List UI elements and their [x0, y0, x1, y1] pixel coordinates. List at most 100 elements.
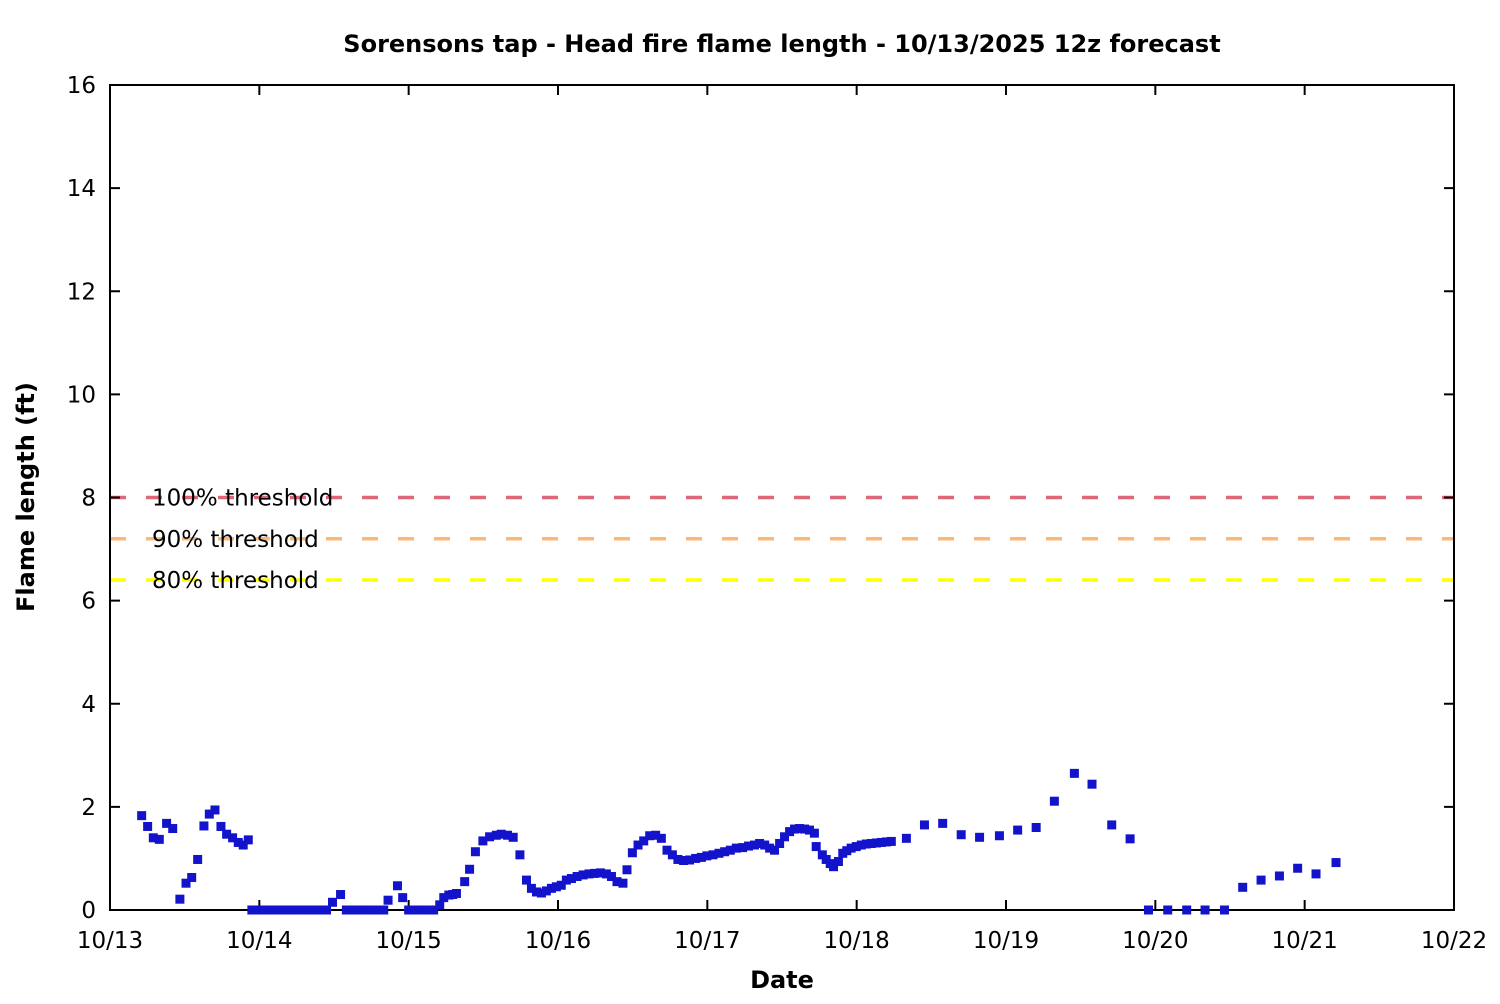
data-point: [478, 836, 488, 846]
data-point: [168, 824, 178, 834]
x-tick-label: 10/14: [226, 928, 292, 954]
data-point: [750, 840, 760, 850]
data-point: [720, 847, 730, 857]
data-point: [994, 831, 1004, 841]
data-point: [354, 905, 364, 915]
data-point: [725, 845, 735, 855]
data-point: [691, 853, 701, 863]
y-tick-label: 10: [67, 382, 96, 408]
data-point: [404, 905, 414, 915]
data-point: [137, 811, 147, 821]
data-point: [297, 905, 307, 915]
data-point: [673, 854, 683, 864]
data-point: [383, 895, 393, 905]
data-point: [790, 824, 800, 834]
data-point: [901, 833, 911, 843]
data-point: [508, 832, 518, 842]
data-point: [392, 881, 402, 891]
y-tick-label: 8: [81, 486, 96, 512]
data-point: [336, 890, 346, 900]
data-point: [1274, 871, 1284, 881]
data-point: [1331, 858, 1341, 868]
data-point: [744, 841, 754, 851]
data-point: [590, 868, 600, 878]
data-point: [216, 821, 226, 831]
data-point: [561, 875, 571, 885]
data-point: [503, 830, 513, 840]
data-point: [309, 905, 319, 915]
data-point: [601, 869, 611, 879]
data-point: [148, 833, 158, 843]
data-point: [233, 837, 243, 847]
data-point: [1013, 825, 1023, 835]
data-point: [531, 887, 541, 897]
x-tick-label: 10/15: [376, 928, 442, 954]
data-point: [526, 883, 536, 893]
data-point: [143, 821, 153, 831]
data-point: [422, 905, 432, 915]
data-point: [410, 905, 420, 915]
data-point: [398, 893, 408, 903]
x-tick-label: 10/13: [77, 928, 143, 954]
data-point: [876, 837, 886, 847]
data-point: [1125, 834, 1135, 844]
data-point: [1031, 823, 1041, 832]
data-point: [290, 905, 300, 915]
y-tick-label: 2: [81, 795, 96, 821]
data-point: [416, 905, 426, 915]
data-point: [804, 825, 814, 835]
y-tick-label: 0: [81, 898, 96, 924]
data-point: [731, 843, 741, 853]
x-tick-label: 10/21: [1272, 928, 1338, 954]
x-axis-label: Date: [750, 966, 814, 994]
data-point: [618, 878, 628, 888]
data-point: [1311, 869, 1321, 879]
data-point: [833, 857, 843, 867]
data-point: [379, 905, 389, 915]
data-point: [851, 842, 861, 852]
threshold-label: 100% threshold: [152, 486, 333, 512]
data-point: [284, 905, 294, 915]
data-point: [881, 837, 891, 847]
data-point: [521, 875, 531, 885]
x-tick-label: 10/16: [525, 928, 591, 954]
data-point: [794, 824, 804, 834]
data-point: [460, 877, 470, 887]
data-point: [491, 830, 501, 840]
data-point: [465, 864, 475, 874]
data-point: [551, 882, 561, 892]
data-point: [556, 880, 566, 890]
data-point: [679, 856, 689, 865]
data-point: [485, 832, 495, 842]
data-point: [785, 827, 795, 837]
data-point: [1200, 905, 1210, 915]
y-tick-label: 12: [67, 279, 96, 305]
data-point: [272, 905, 282, 915]
data-point: [656, 833, 666, 843]
data-point: [259, 905, 269, 915]
data-point: [817, 850, 827, 860]
data-point: [228, 833, 238, 843]
data-point: [210, 805, 220, 815]
data-point: [238, 840, 248, 850]
data-point: [1143, 905, 1153, 915]
data-point: [322, 905, 332, 915]
data-point: [546, 883, 556, 893]
data-point: [1087, 779, 1097, 789]
data-point: [348, 905, 358, 915]
data-point: [253, 905, 263, 915]
data-point: [696, 852, 706, 862]
data-point: [755, 838, 765, 848]
data-point: [856, 840, 866, 850]
data-point: [622, 865, 632, 875]
data-point: [651, 830, 661, 840]
data-point: [439, 893, 449, 903]
data-point: [645, 831, 655, 841]
y-tick-label: 16: [67, 73, 96, 99]
plot-generated-content: 100% threshold 90% threshold 80% threshold…: [67, 73, 1487, 954]
data-point: [366, 905, 376, 915]
data-point: [606, 871, 616, 881]
data-point: [765, 843, 775, 853]
